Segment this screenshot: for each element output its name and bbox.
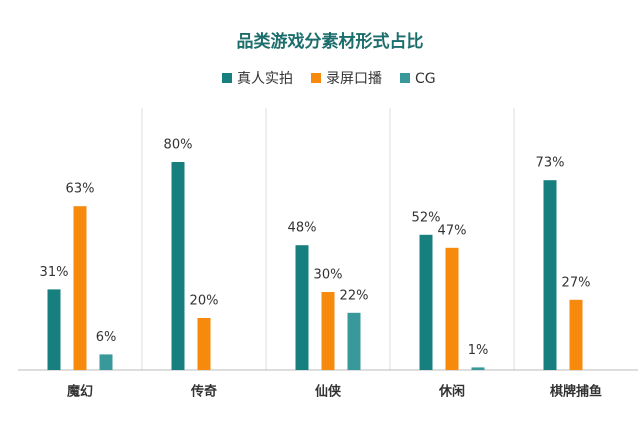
bar <box>347 312 361 370</box>
legend-swatch <box>311 73 321 83</box>
legend-swatch <box>222 73 232 83</box>
bar <box>471 367 485 370</box>
chart-title: 品类游戏分素材形式占比 <box>237 31 424 52</box>
bar <box>321 292 335 370</box>
legend-label: 录屏口播 <box>326 71 382 87</box>
legend-swatch <box>400 73 410 83</box>
bar <box>197 318 211 370</box>
value-label: 22% <box>340 288 369 303</box>
bar <box>99 354 113 370</box>
value-label: 27% <box>562 275 591 290</box>
value-label: 73% <box>536 156 565 171</box>
legend-label: CG <box>415 71 436 87</box>
x-tick-label: 魔幻 <box>67 384 93 400</box>
value-label: 80% <box>164 138 193 153</box>
bar <box>445 247 459 370</box>
bar <box>47 289 61 370</box>
bar <box>171 162 185 370</box>
bar <box>73 206 87 370</box>
x-tick-label: 传奇 <box>190 384 217 400</box>
value-label: 63% <box>66 182 95 197</box>
value-label: 1% <box>468 343 489 358</box>
value-label: 47% <box>438 223 467 238</box>
x-tick-label: 休闲 <box>438 384 465 400</box>
value-label: 48% <box>288 221 317 236</box>
bar <box>419 234 433 370</box>
x-tick-label: 棋牌捕鱼 <box>549 384 602 400</box>
legend-label: 真人实拍 <box>237 71 293 87</box>
value-label: 31% <box>40 265 69 280</box>
x-tick-label: 仙侠 <box>315 384 342 400</box>
value-label: 52% <box>412 210 441 225</box>
value-label: 30% <box>314 268 343 283</box>
value-label: 20% <box>190 294 219 309</box>
bar <box>295 245 309 370</box>
value-label: 6% <box>96 330 117 345</box>
bar <box>543 180 557 370</box>
bar <box>569 299 583 370</box>
